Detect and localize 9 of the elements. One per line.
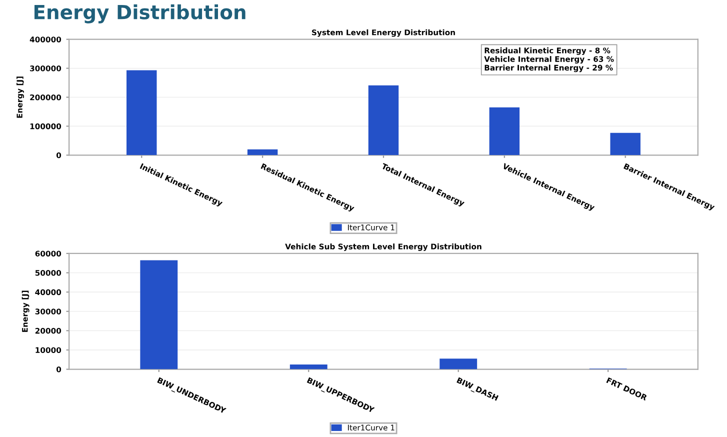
bar	[610, 132, 640, 156]
bar	[247, 149, 278, 156]
bar	[290, 364, 328, 370]
bar	[440, 358, 478, 370]
bar	[489, 107, 520, 156]
bar	[140, 260, 178, 370]
text: Energy Distribution	[34, 4, 246, 24]
bar	[368, 85, 399, 156]
bar	[126, 70, 157, 156]
